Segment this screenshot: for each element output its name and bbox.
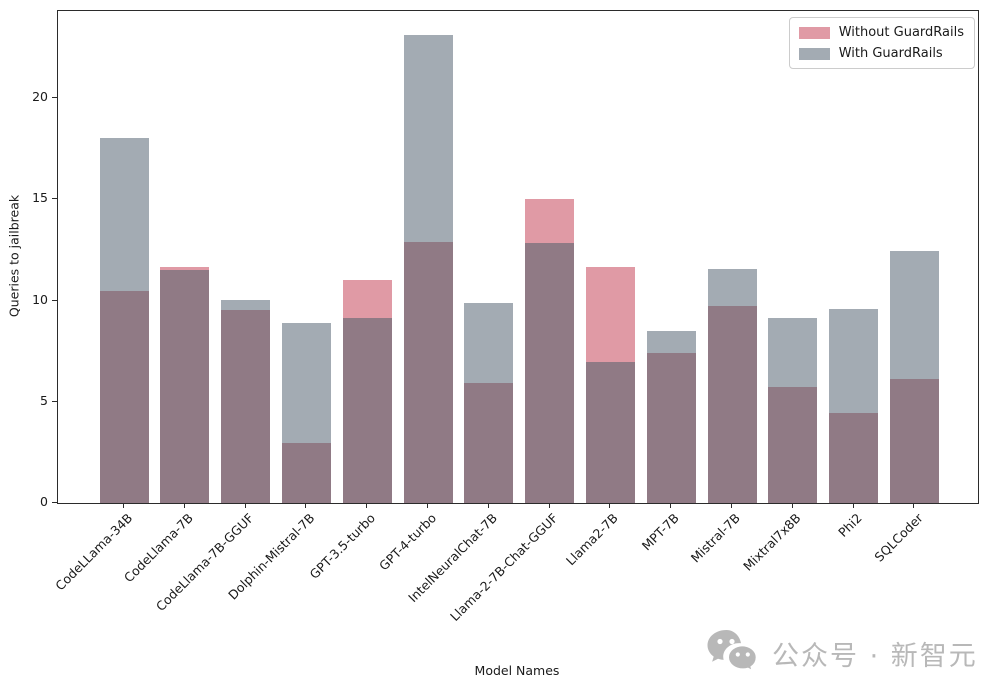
bar-top-segment [281, 322, 331, 444]
bar-top-segment [342, 280, 392, 318]
y-tick-mark [52, 198, 57, 200]
bar-overlap-segment [646, 353, 696, 503]
bar-top-segment [768, 317, 818, 387]
bar-overlap-segment [160, 270, 210, 503]
y-tick-mark [52, 502, 57, 503]
bar-top-segment [646, 330, 696, 354]
x-tick-mark [244, 503, 246, 508]
bar-overlap-segment [525, 242, 575, 503]
x-tick-mark [487, 503, 489, 508]
bar-top-segment [221, 299, 271, 310]
y-tick-label: 10 [32, 291, 48, 307]
bar-overlap-segment [829, 412, 879, 503]
bar-overlap-segment [342, 317, 392, 503]
legend-item-without-guardrails: Without GuardRails [798, 25, 964, 40]
x-tick-label: Mixtral7x8B [740, 510, 804, 574]
x-tick-label: Llama-2-7B-Chat-GGUF [446, 510, 561, 625]
y-tick-label: 20 [32, 89, 48, 105]
y-tick-mark [52, 97, 57, 99]
x-tick-mark [123, 503, 124, 508]
bar-overlap-segment [403, 241, 453, 503]
bar-top-segment [889, 250, 939, 380]
legend-item-with-guardrails: With GuardRails [798, 46, 964, 61]
bar-overlap-segment [889, 379, 939, 503]
bar-top-segment [160, 267, 210, 271]
bar-overlap-segment [99, 291, 149, 503]
wechat-icon [706, 629, 760, 677]
legend-label-with-guardrails: With GuardRails [838, 46, 943, 61]
bar-overlap-segment [768, 386, 818, 503]
x-tick-label: CodeLLama-34B [51, 510, 135, 594]
watermark: 公众号 · 新智元 [706, 629, 978, 677]
x-tick-mark [670, 503, 672, 508]
x-tick-mark [548, 503, 550, 508]
y-tick-mark [52, 299, 57, 301]
y-tick-mark [52, 400, 57, 402]
legend-swatch-with-guardrails [798, 47, 830, 60]
x-tick-mark [305, 503, 307, 508]
y-tick-label: 15 [32, 190, 48, 206]
x-tick-mark [427, 503, 428, 508]
x-tick-label: Llama2-7B [563, 510, 622, 569]
y-tick-label: 0 [40, 494, 48, 509]
x-tick-label: Mistral-7B [687, 510, 743, 566]
x-axis-label: Model Names [474, 663, 560, 678]
watermark-text: 公众号 · 新智元 [772, 640, 978, 672]
x-tick-mark [852, 503, 854, 508]
x-tick-mark [791, 503, 793, 508]
legend: Without GuardRails With GuardRails [788, 17, 975, 69]
bar-overlap-segment [464, 382, 514, 503]
bar-top-segment [464, 302, 514, 383]
bar-top-segment [585, 267, 635, 363]
x-tick-label: SQLCoder [870, 510, 926, 565]
bar-top-segment [707, 269, 757, 306]
bar-top-segment [525, 199, 575, 243]
x-tick-label: GPT-3.5-turbo [306, 510, 379, 582]
bar-top-segment [403, 35, 453, 242]
legend-swatch-without-guardrails [798, 26, 830, 39]
x-tick-mark [183, 503, 185, 508]
y-tick-label: 5 [40, 392, 48, 408]
x-tick-mark [913, 503, 915, 508]
bar-overlap-segment [585, 362, 635, 503]
bar-overlap-segment [221, 309, 271, 503]
plot-area [57, 10, 979, 504]
legend-label-without-guardrails: Without GuardRails [838, 25, 964, 40]
bar-overlap-segment [281, 443, 331, 503]
x-tick-mark [731, 503, 732, 508]
bar-overlap-segment [707, 305, 757, 503]
x-tick-mark [609, 503, 611, 508]
x-tick-mark [366, 503, 368, 508]
x-tick-label: Phi2 [834, 510, 865, 540]
bar-top-segment [829, 308, 879, 413]
x-tick-label: MPT-7B [639, 510, 683, 554]
bar-top-segment [99, 137, 149, 292]
x-tick-label: GPT-4-turbo [375, 510, 439, 574]
